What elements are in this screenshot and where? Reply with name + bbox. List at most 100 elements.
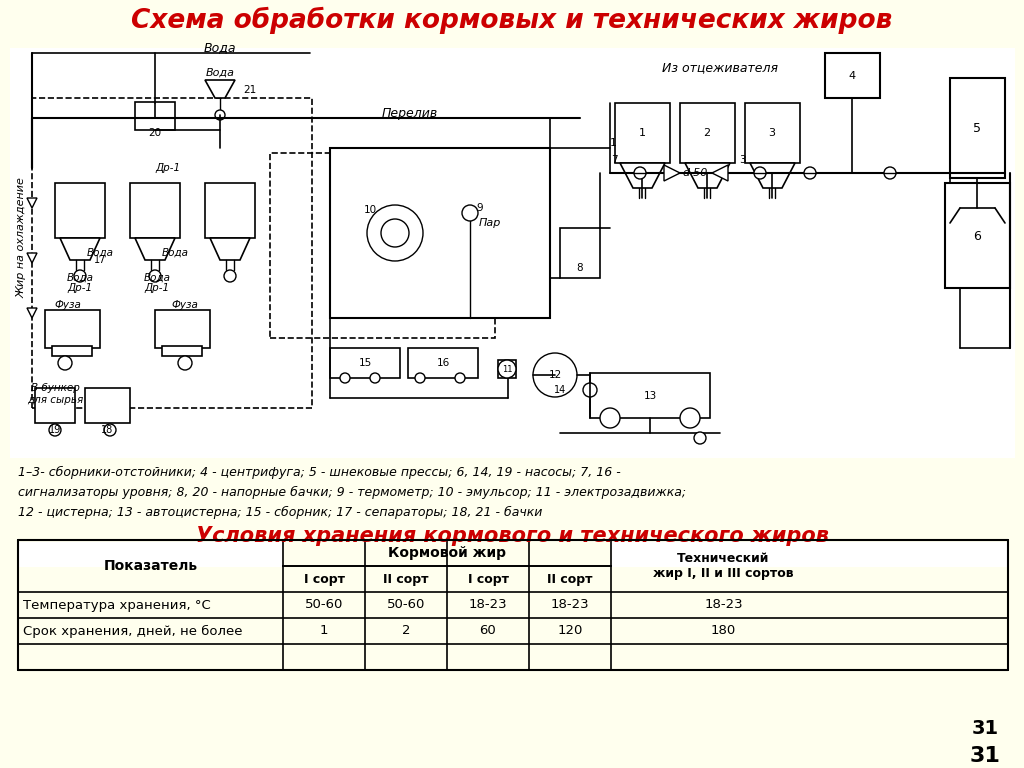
Text: Пар: Пар [479,218,501,228]
Bar [945,183,1010,288]
Circle shape [381,219,409,247]
Text: 18-23: 18-23 [551,598,590,611]
Circle shape [104,424,116,436]
Circle shape [49,424,61,436]
Text: 50-60: 50-60 [305,598,343,611]
Text: Вода: Вода [67,273,93,283]
Text: 7: 7 [610,155,617,165]
Text: Срок хранения, дней, не более: Срок хранения, дней, не более [23,624,243,637]
Text: 2: 2 [703,128,711,138]
Text: Перелив: Перелив [382,107,438,120]
Bar [10,48,1015,458]
Circle shape [367,205,423,261]
Circle shape [224,270,236,282]
Text: Жир на охлаждение: Жир на охлаждение [17,177,27,299]
Circle shape [884,167,896,179]
Polygon shape [210,238,250,260]
Text: Условия хранения кормового и технического жиров: Условия хранения кормового и техническог… [196,526,828,546]
Text: 16: 16 [436,358,450,368]
Circle shape [498,360,516,378]
Text: Вода: Вода [206,68,234,78]
Circle shape [534,353,577,397]
Bar [825,53,880,98]
Text: d-50: d-50 [682,168,708,178]
Bar [330,148,550,318]
Text: Вода: Вода [143,273,171,283]
Text: 1: 1 [319,624,329,637]
Circle shape [150,270,161,282]
Text: 9: 9 [477,203,483,213]
Text: 8: 8 [577,263,584,273]
Text: 19: 19 [49,425,61,435]
Text: 1: 1 [609,138,616,148]
Text: 11: 11 [502,365,512,373]
Bar [155,310,210,348]
Text: 120: 120 [557,624,583,637]
Circle shape [74,270,86,282]
Text: 10: 10 [364,205,377,215]
Text: Технический
жир I, II и III сортов: Технический жир I, II и III сортов [653,551,794,581]
Text: 20: 20 [148,128,162,138]
Text: 1: 1 [639,128,645,138]
Text: В бункер
для сырья: В бункер для сырья [27,383,83,405]
Text: сигнализаторы уровня; 8, 20 - напорные бачки; 9 - термометр; 10 - эмульсор; 11 -: сигнализаторы уровня; 8, 20 - напорные б… [18,486,686,499]
Circle shape [600,408,620,428]
Text: Вода: Вода [162,248,188,258]
Text: 50-60: 50-60 [387,598,425,611]
Text: 3: 3 [738,155,745,165]
Bar [130,183,180,238]
Circle shape [178,356,193,370]
Circle shape [680,408,700,428]
Text: Фуза: Фуза [54,300,82,310]
Bar [330,348,400,378]
Circle shape [455,373,465,383]
Text: Из отцеживателя: Из отцеживателя [662,61,778,74]
Polygon shape [135,238,175,260]
Text: Схема обработки кормовых и технических жиров: Схема обработки кормовых и технических ж… [131,6,893,34]
Circle shape [58,356,72,370]
Bar [270,153,495,338]
Circle shape [804,167,816,179]
Polygon shape [685,163,730,188]
Text: 5: 5 [973,121,981,134]
Text: 12: 12 [549,370,561,380]
Circle shape [754,167,766,179]
Bar [55,183,105,238]
Bar [950,78,1005,178]
Text: I сорт: I сорт [303,572,344,585]
Circle shape [462,205,478,221]
Circle shape [415,373,425,383]
Polygon shape [205,80,234,98]
Text: Вода: Вода [86,248,114,258]
Bar [612,542,1007,567]
Text: Температура хранения, °C: Температура хранения, °C [23,598,211,611]
Text: Фуза: Фуза [172,300,199,310]
Text: 60: 60 [479,624,497,637]
Bar [19,542,282,567]
Bar [560,228,600,278]
Bar [35,388,75,423]
Polygon shape [620,163,665,188]
Text: Др-1: Др-1 [156,163,180,173]
Text: Кормовой жир: Кормовой жир [388,546,506,560]
Text: II сорт: II сорт [547,572,593,585]
Text: 18-23: 18-23 [705,598,742,611]
Text: 4: 4 [849,71,856,81]
Bar [45,310,100,348]
Bar [32,98,312,408]
Bar [162,346,202,356]
Text: 3: 3 [768,128,775,138]
Text: Вода: Вода [204,41,237,55]
Text: 14: 14 [554,385,566,395]
Polygon shape [27,198,37,208]
Circle shape [340,373,350,383]
Text: Показатель: Показатель [103,559,198,573]
Text: 2: 2 [401,624,411,637]
Text: I сорт: I сорт [468,572,509,585]
Text: II сорт: II сорт [383,572,429,585]
Text: 17: 17 [94,255,106,265]
Circle shape [215,110,225,120]
Text: 31: 31 [972,719,998,737]
Circle shape [370,373,380,383]
Circle shape [583,383,597,397]
